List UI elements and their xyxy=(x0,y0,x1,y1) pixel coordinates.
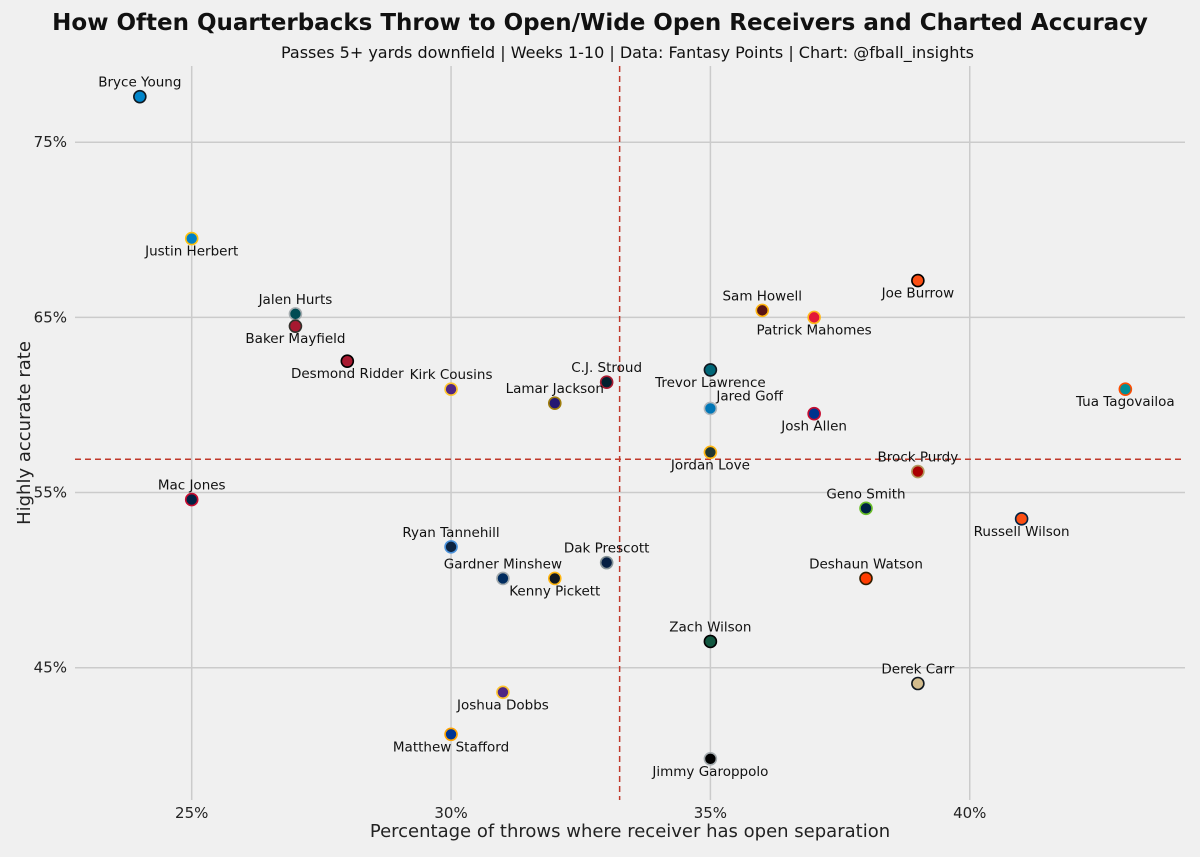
data-point xyxy=(703,363,718,377)
x-tick-label: 40% xyxy=(953,804,986,822)
data-point xyxy=(807,310,821,325)
point-label: Bryce Young xyxy=(98,75,181,91)
data-point xyxy=(1014,512,1029,526)
point-label: Joshua Dobbs xyxy=(456,697,549,713)
point-label: Mac Jones xyxy=(158,478,226,494)
data-point xyxy=(184,492,199,507)
point-label: Patrick Mahomes xyxy=(757,322,872,338)
point-label: Kenny Pickett xyxy=(509,583,600,599)
point-label: Sam Howell xyxy=(722,288,802,304)
point-label: Russell Wilson xyxy=(974,524,1070,540)
point-label: Baker Mayfield xyxy=(245,331,345,347)
data-point xyxy=(911,273,925,288)
point-label: Deshaun Watson xyxy=(809,556,923,572)
data-point xyxy=(184,231,199,246)
data-point xyxy=(1118,382,1133,397)
data-point xyxy=(911,464,925,479)
point-label: Desmond Ridder xyxy=(291,366,404,382)
tick-labels: 25% 30% 35% 40% 45% 55% 65% 75% xyxy=(34,133,987,822)
reference-lines xyxy=(75,66,1185,800)
data-point xyxy=(599,375,614,389)
point-label: Joe Burrow xyxy=(881,286,955,302)
data-point xyxy=(807,406,821,421)
point-label: Jalen Hurts xyxy=(258,292,333,308)
data-point xyxy=(444,382,458,397)
point-label: Derek Carr xyxy=(881,662,954,678)
point-label: Lamar Jackson xyxy=(506,381,604,397)
y-tick-label: 75% xyxy=(34,133,67,151)
point-label: Josh Allen xyxy=(780,419,847,435)
point-label: Jimmy Garoppolo xyxy=(651,764,768,780)
data-point xyxy=(496,571,510,586)
point-label: Brock Purdy xyxy=(878,450,959,466)
chart-title: How Often Quarterbacks Throw to Open/Wid… xyxy=(52,10,1148,36)
data-point xyxy=(547,571,562,586)
point-label: Kirk Cousins xyxy=(410,367,493,383)
x-tick-label: 30% xyxy=(434,804,467,822)
data-point xyxy=(444,540,458,554)
data-point xyxy=(547,396,562,411)
data-point xyxy=(288,307,303,321)
point-label: Tua Tagovailoa xyxy=(1075,394,1175,410)
y-tick-label: 45% xyxy=(34,659,67,677)
point-label: Dak Prescott xyxy=(564,541,650,557)
data-point xyxy=(859,571,873,586)
y-tick-label: 55% xyxy=(34,484,67,502)
data-point xyxy=(859,501,873,516)
point-label: Gardner Minshew xyxy=(444,556,562,572)
chart-subtitle: Passes 5+ yards downfield | Weeks 1-10 |… xyxy=(280,43,975,62)
y-axis-label: Highly accurate rate xyxy=(14,341,35,525)
data-point xyxy=(340,354,355,368)
data-point xyxy=(444,727,458,742)
point-label: Geno Smith xyxy=(826,486,905,502)
y-tick-label: 65% xyxy=(34,308,67,326)
grid-lines xyxy=(75,66,1185,800)
point-label: Trevor Lawrence xyxy=(654,375,766,391)
point-label: Zach Wilson xyxy=(669,619,751,635)
point-label: Jared Goff xyxy=(715,388,783,404)
data-point xyxy=(496,685,510,700)
point-label: Jordan Love xyxy=(670,457,750,473)
point-label: Matthew Stafford xyxy=(393,739,509,755)
x-tick-label: 35% xyxy=(694,804,727,822)
x-axis-label: Percentage of throws where receiver has … xyxy=(370,821,890,842)
data-point xyxy=(703,752,718,766)
data-point xyxy=(703,401,718,416)
data-point xyxy=(911,676,925,691)
data-point xyxy=(599,555,614,570)
data-points xyxy=(133,89,1133,766)
point-label: Ryan Tannehill xyxy=(402,525,499,541)
point-label: C.J. Stroud xyxy=(571,360,642,376)
data-point xyxy=(703,634,718,649)
data-point xyxy=(133,89,147,104)
data-point xyxy=(703,445,718,460)
data-point xyxy=(755,303,770,318)
data-point xyxy=(288,319,303,333)
point-label: Justin Herbert xyxy=(144,244,238,260)
point-labels: Bryce Young Justin Herbert Jalen Hurts Bake… xyxy=(98,75,1174,780)
x-tick-label: 25% xyxy=(175,804,208,822)
